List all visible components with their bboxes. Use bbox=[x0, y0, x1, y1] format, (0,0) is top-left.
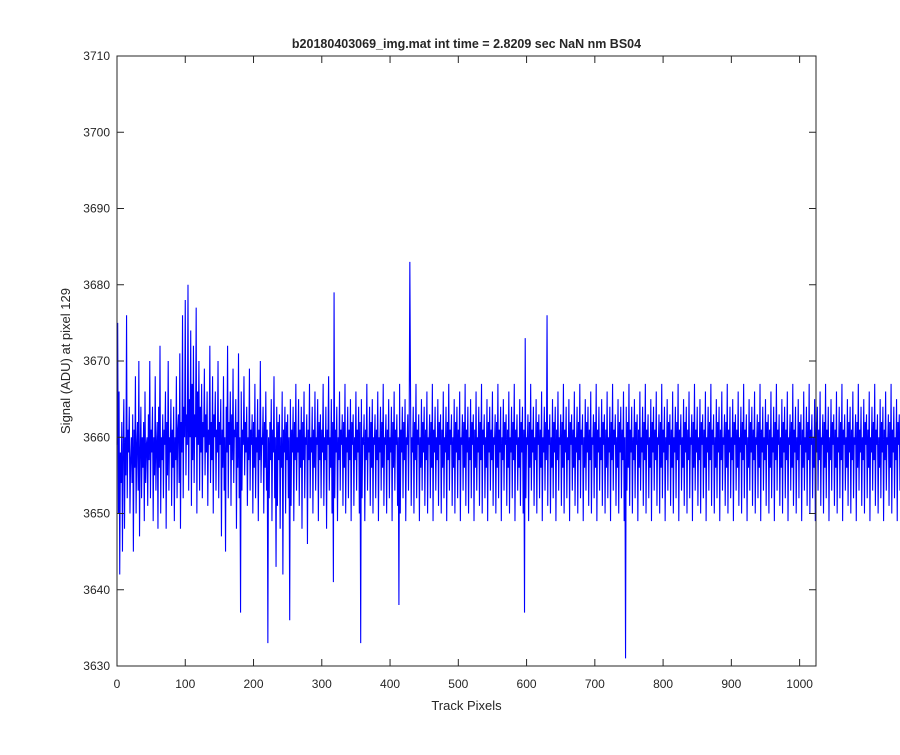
x-tick-label-300: 300 bbox=[312, 677, 332, 691]
x-tick-label-400: 400 bbox=[380, 677, 400, 691]
y-tick-label-3650: 3650 bbox=[83, 507, 110, 521]
chart-title: b20180403069_img.mat int time = 2.8209 s… bbox=[292, 37, 641, 51]
y-tick-label-3680: 3680 bbox=[83, 278, 110, 292]
y-axis-label: Signal (ADU) at pixel 129 bbox=[58, 288, 73, 434]
x-tick-label-1000: 1000 bbox=[786, 677, 813, 691]
y-tick-label-3700: 3700 bbox=[83, 125, 110, 139]
x-tick-label-500: 500 bbox=[448, 677, 468, 691]
y-tick-label-3660: 3660 bbox=[83, 430, 110, 444]
x-tick-label-900: 900 bbox=[721, 677, 741, 691]
series-line-0 bbox=[116, 261, 900, 659]
x-tick-label-0: 0 bbox=[114, 677, 121, 691]
y-tick-label-3630: 3630 bbox=[83, 659, 110, 673]
x-axis-label: Track Pixels bbox=[431, 698, 502, 713]
x-tick-label-700: 700 bbox=[585, 677, 605, 691]
y-tick-label-3690: 3690 bbox=[83, 202, 110, 216]
x-tick-label-600: 600 bbox=[517, 677, 537, 691]
y-tick-label-3670: 3670 bbox=[83, 354, 110, 368]
y-tick-label-3710: 3710 bbox=[83, 49, 110, 63]
x-tick-label-800: 800 bbox=[653, 677, 673, 691]
x-tick-label-200: 200 bbox=[244, 677, 264, 691]
series-layer bbox=[116, 261, 900, 659]
axes-frame bbox=[116, 55, 817, 667]
tick-labels-layer: 0 100 200 300 400 500 600 700 800 900 1000 3630 3640… bbox=[83, 49, 813, 691]
y-tick-label-3640: 3640 bbox=[83, 583, 110, 597]
x-tick-label-100: 100 bbox=[175, 677, 195, 691]
plot-area bbox=[117, 56, 816, 666]
